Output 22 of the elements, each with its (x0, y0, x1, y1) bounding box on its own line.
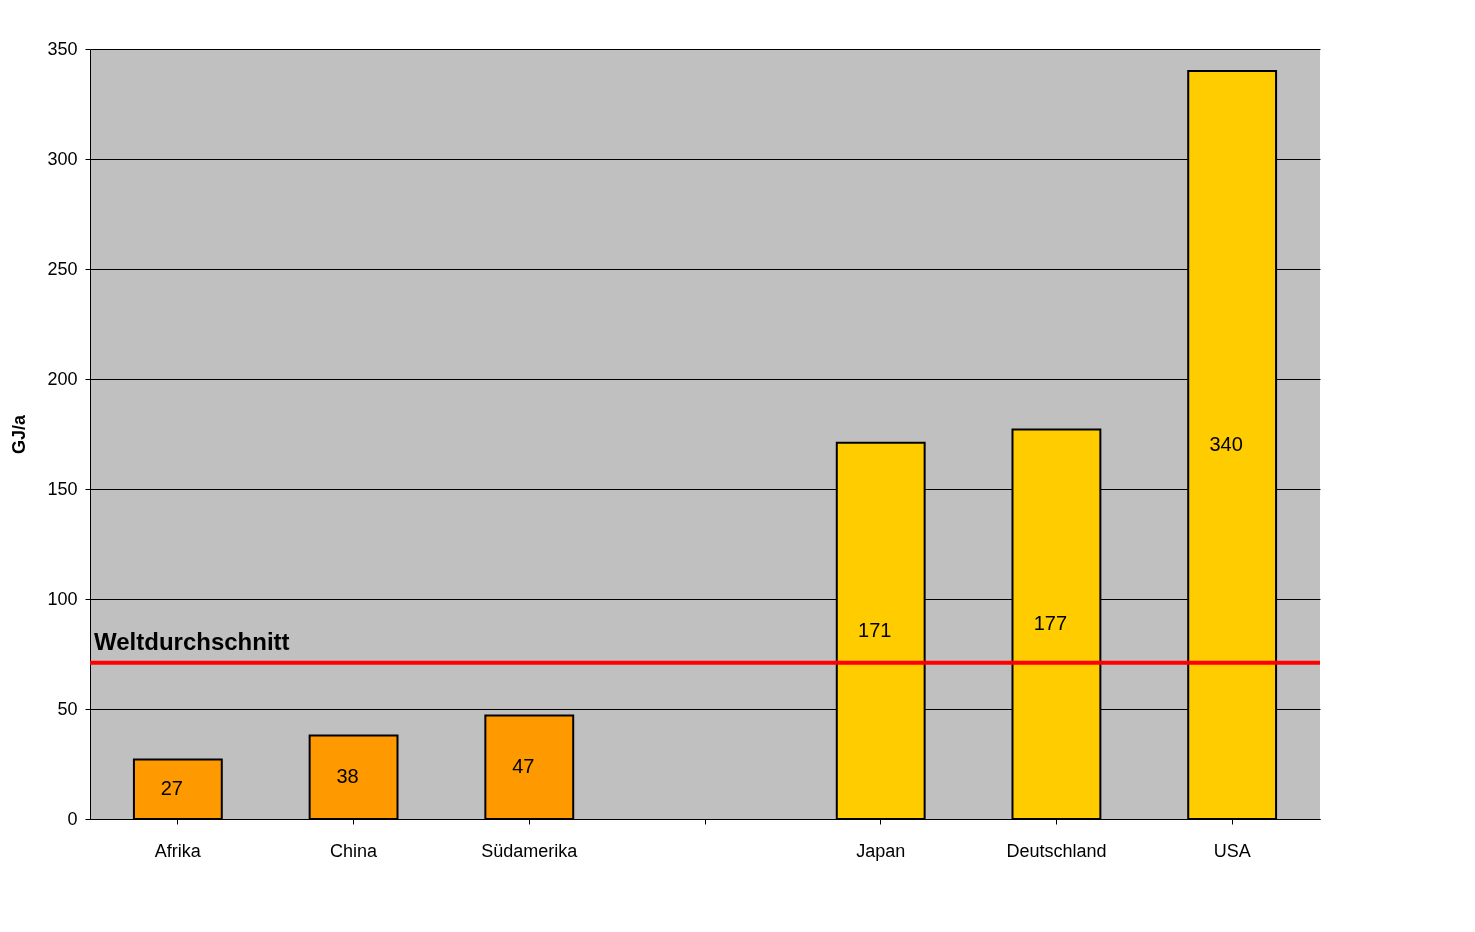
y-tick-label: 200 (47, 368, 78, 389)
y-tick-label: 100 (47, 588, 78, 609)
ref-line-label: Weltdurchschnitt (94, 627, 290, 655)
x-tick-label: USA (1213, 840, 1251, 861)
x-tick-label: Japan (856, 840, 906, 861)
y-tick-label: 50 (57, 698, 78, 719)
x-tick-label: Deutschland (1006, 840, 1107, 861)
data-label: 177 (1033, 612, 1068, 635)
data-label: 38 (336, 765, 359, 788)
y-tick-label: 300 (47, 148, 78, 169)
data-label: 47 (512, 755, 535, 778)
y-axis-title: GJ/a (9, 414, 30, 455)
y-tick-label: 350 (47, 38, 78, 59)
data-label: 171 (858, 618, 892, 641)
y-tick-label: 150 (47, 478, 78, 499)
y-tick-label: 250 (47, 258, 78, 279)
x-tick-label: Afrika (154, 840, 202, 861)
x-tick-label: Südamerika (481, 840, 579, 861)
data-label: 340 (1209, 433, 1243, 455)
y-tick-label: 0 (67, 808, 78, 829)
x-tick-label: China (330, 840, 379, 861)
data-label: 27 (160, 777, 183, 800)
